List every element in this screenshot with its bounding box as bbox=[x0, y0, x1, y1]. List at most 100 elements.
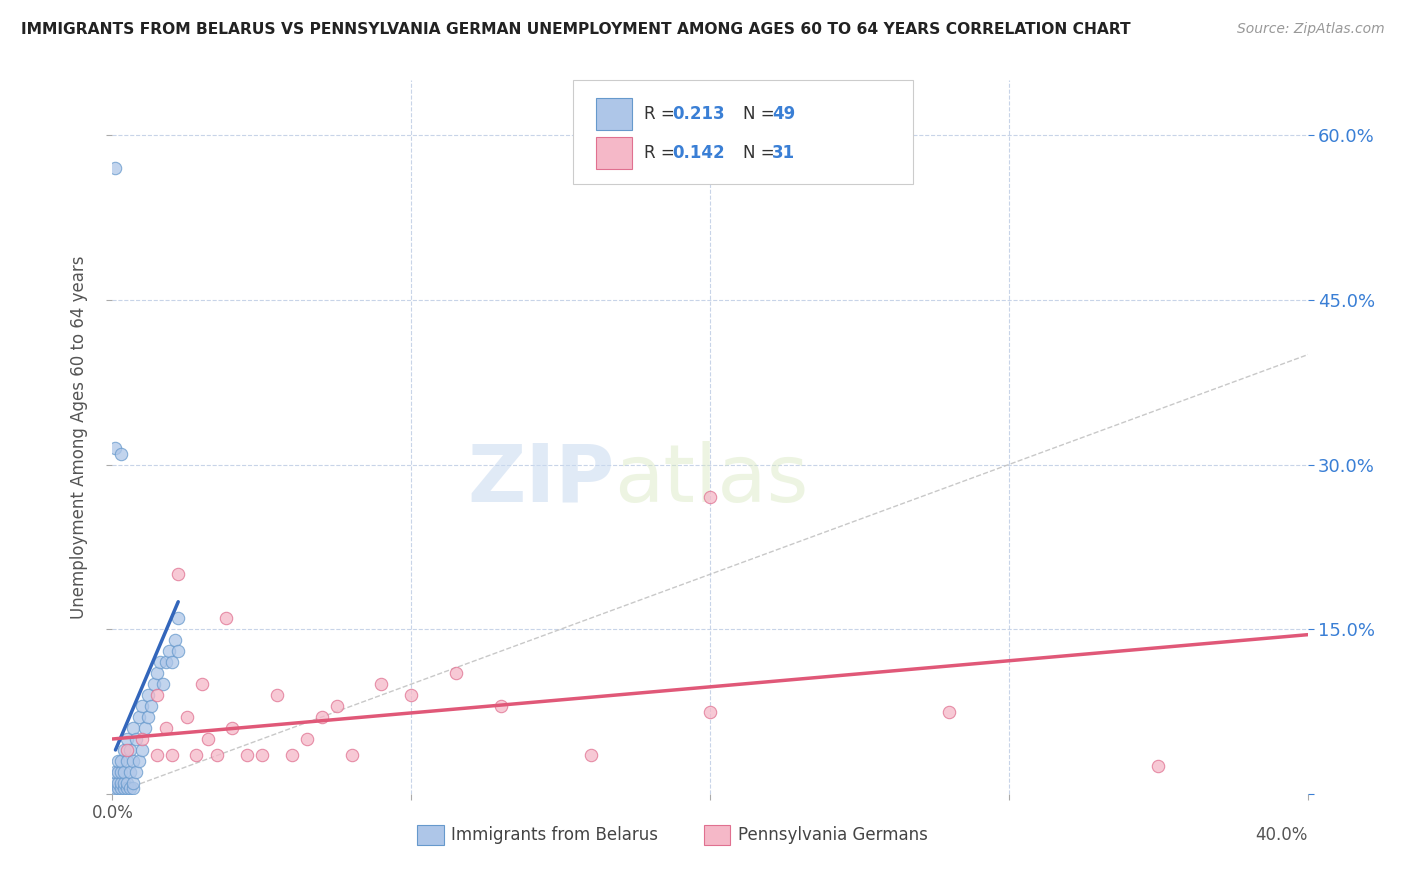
Text: R =: R = bbox=[644, 145, 681, 162]
FancyBboxPatch shape bbox=[596, 98, 633, 130]
Point bbox=[205, 748, 228, 763]
Point bbox=[131, 731, 153, 746]
Point bbox=[699, 491, 721, 505]
Point bbox=[401, 688, 423, 702]
Point bbox=[110, 764, 132, 779]
Point bbox=[120, 764, 142, 779]
Point bbox=[117, 743, 139, 757]
Text: Pennsylvania Germans: Pennsylvania Germans bbox=[738, 826, 928, 844]
Y-axis label: Unemployment Among Ages 60 to 64 years: Unemployment Among Ages 60 to 64 years bbox=[70, 255, 89, 619]
Point bbox=[122, 781, 145, 796]
FancyBboxPatch shape bbox=[418, 825, 443, 846]
Point bbox=[131, 743, 153, 757]
Point bbox=[143, 677, 166, 691]
Point bbox=[155, 721, 177, 735]
Point bbox=[114, 764, 135, 779]
Point bbox=[120, 781, 142, 796]
Point bbox=[134, 721, 156, 735]
Point bbox=[162, 655, 183, 669]
Point bbox=[155, 655, 177, 669]
Point bbox=[325, 699, 347, 714]
Point bbox=[117, 776, 139, 790]
Point bbox=[125, 731, 148, 746]
FancyBboxPatch shape bbox=[596, 136, 633, 169]
Point bbox=[215, 611, 238, 625]
Point bbox=[104, 781, 127, 796]
Point bbox=[122, 721, 145, 735]
Point bbox=[128, 710, 150, 724]
Point bbox=[186, 748, 208, 763]
Point bbox=[191, 677, 214, 691]
Text: 0.142: 0.142 bbox=[672, 145, 724, 162]
Point bbox=[107, 754, 129, 768]
Point bbox=[107, 776, 129, 790]
Point bbox=[120, 743, 142, 757]
Point bbox=[104, 441, 127, 455]
Point bbox=[114, 776, 135, 790]
Point bbox=[157, 644, 180, 658]
Point bbox=[340, 748, 363, 763]
Point bbox=[167, 611, 190, 625]
Point bbox=[114, 743, 135, 757]
Point bbox=[152, 677, 174, 691]
Point bbox=[138, 710, 160, 724]
Point bbox=[489, 699, 512, 714]
Point bbox=[117, 754, 139, 768]
Point bbox=[167, 644, 190, 658]
Point bbox=[236, 748, 259, 763]
Point bbox=[197, 731, 219, 746]
Point bbox=[110, 776, 132, 790]
Point bbox=[110, 781, 132, 796]
Point bbox=[165, 633, 187, 648]
Point bbox=[131, 699, 153, 714]
Point bbox=[146, 666, 169, 681]
Point bbox=[107, 781, 129, 796]
Point bbox=[138, 688, 160, 702]
Point bbox=[176, 710, 198, 724]
Text: 0.213: 0.213 bbox=[672, 105, 724, 123]
FancyBboxPatch shape bbox=[572, 80, 914, 184]
FancyBboxPatch shape bbox=[704, 825, 730, 846]
Point bbox=[579, 748, 602, 763]
Point bbox=[117, 781, 139, 796]
Text: Source: ZipAtlas.com: Source: ZipAtlas.com bbox=[1237, 22, 1385, 37]
Point bbox=[107, 764, 129, 779]
Point bbox=[167, 567, 190, 582]
Text: 40.0%: 40.0% bbox=[1256, 826, 1308, 844]
Point bbox=[110, 754, 132, 768]
Point bbox=[146, 688, 169, 702]
Point bbox=[281, 748, 304, 763]
Point bbox=[114, 781, 135, 796]
Text: atlas: atlas bbox=[614, 441, 808, 519]
Point bbox=[122, 776, 145, 790]
Point bbox=[938, 705, 960, 719]
Point bbox=[250, 748, 273, 763]
Point bbox=[125, 764, 148, 779]
Point bbox=[146, 748, 169, 763]
Text: N =: N = bbox=[744, 105, 780, 123]
Text: Immigrants from Belarus: Immigrants from Belarus bbox=[451, 826, 658, 844]
Point bbox=[266, 688, 288, 702]
Point bbox=[370, 677, 392, 691]
Point bbox=[295, 731, 318, 746]
Point bbox=[128, 754, 150, 768]
Point bbox=[699, 705, 721, 719]
Text: N =: N = bbox=[744, 145, 780, 162]
Point bbox=[104, 764, 127, 779]
Point bbox=[117, 731, 139, 746]
Point bbox=[122, 754, 145, 768]
Point bbox=[311, 710, 333, 724]
Point bbox=[149, 655, 172, 669]
Point bbox=[444, 666, 467, 681]
Point bbox=[104, 161, 127, 175]
Text: 31: 31 bbox=[772, 145, 796, 162]
Point bbox=[1147, 759, 1170, 773]
Text: R =: R = bbox=[644, 105, 681, 123]
Text: IMMIGRANTS FROM BELARUS VS PENNSYLVANIA GERMAN UNEMPLOYMENT AMONG AGES 60 TO 64 : IMMIGRANTS FROM BELARUS VS PENNSYLVANIA … bbox=[21, 22, 1130, 37]
Point bbox=[110, 446, 132, 460]
Point bbox=[221, 721, 243, 735]
Text: ZIP: ZIP bbox=[467, 441, 614, 519]
Point bbox=[141, 699, 163, 714]
Point bbox=[162, 748, 183, 763]
Point bbox=[104, 776, 127, 790]
